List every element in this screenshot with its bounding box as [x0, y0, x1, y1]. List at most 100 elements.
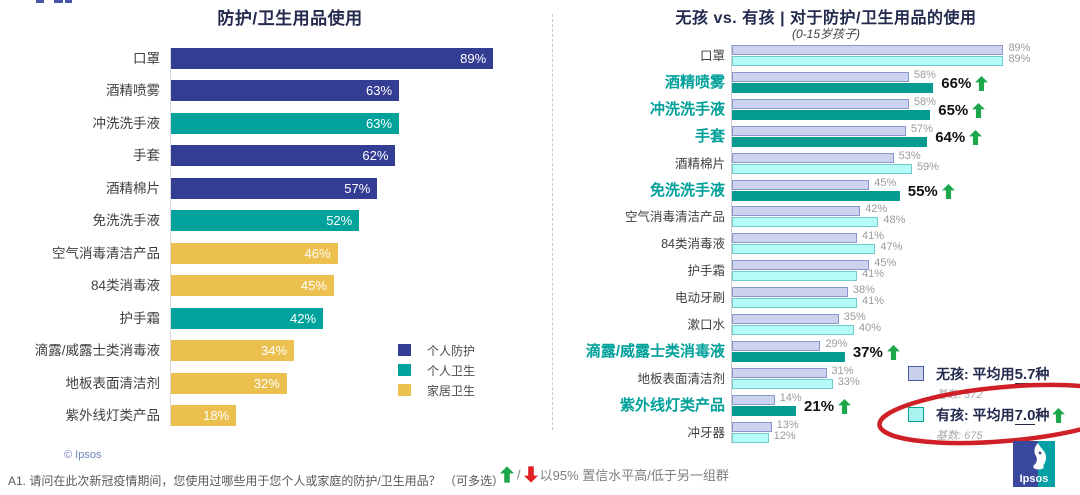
- value-text: 65%: [938, 101, 969, 119]
- bar-with-child: [732, 244, 876, 255]
- bar: 42%: [171, 307, 324, 329]
- legend-avg-value: 7.0: [1014, 407, 1036, 425]
- bar-with-child: [732, 432, 769, 443]
- value-no-child: 38%: [852, 284, 875, 297]
- bar-no-child: [732, 206, 861, 217]
- category-label: 地板表面清洁剂: [65, 375, 161, 391]
- legend-text: 种: [1035, 407, 1050, 423]
- bar-no-child: [732, 233, 858, 244]
- value-with-child: 40%: [859, 322, 882, 334]
- bar-value-label: 18%: [203, 407, 230, 423]
- bar-row-护手霜: 护手霜 45% 41%: [540, 257, 1080, 282]
- separator-text: /: [517, 467, 521, 482]
- panel-usage-by-children: 无孩 vs. 有孩 | 对于防护/卫生用品的使用 (0-15岁孩子) 口罩 89%…: [540, 0, 1080, 495]
- bar-row-免洗洗手液: 免洗洗手液 52%: [0, 210, 540, 232]
- value-no-child: 45%: [874, 176, 897, 189]
- legend-label-with-child: 有孩: 平均用 7.0 种: [936, 405, 1066, 425]
- category-label: 电动牙刷: [674, 291, 725, 306]
- panel-usage-overall: 防护/卫生用品使用 口罩 89% 酒精喷雾 63% 冲洗洗手液 63% 手套 62% 酒精棉片 5…: [0, 9, 540, 461]
- bar-row-滴露/威露士类消毒液: 滴露/威露士类消毒液 34%: [0, 340, 540, 362]
- value-with-child: 21%: [804, 398, 852, 415]
- legend-avg-value: 5.7: [1014, 366, 1036, 384]
- category-label: 漱口水: [687, 318, 725, 332]
- bar-row-冲洗洗手液: 冲洗洗手液 58% 65%: [540, 95, 1080, 121]
- value-with-child: 37%: [853, 344, 900, 361]
- copyright-ipsos: © Ipsos: [64, 449, 102, 461]
- value-with-child: 89%: [1008, 53, 1031, 65]
- legend-base-no-child: 基数: 372: [936, 389, 983, 401]
- legend-item-personal-protection: 个人防护: [398, 343, 476, 358]
- bar-value-label: 34%: [261, 343, 288, 359]
- bar-row-84类消毒液: 84类消毒液 41% 47%: [540, 230, 1080, 255]
- value-with-child: 64%: [935, 129, 983, 146]
- bar-no-child: [732, 98, 909, 109]
- legend-label: 个人防护: [427, 343, 476, 358]
- bar-with-child: [732, 56, 1004, 66]
- value-with-child: 65%: [938, 101, 986, 119]
- up-arrow-icon: [1052, 407, 1066, 423]
- bar: 32%: [171, 372, 287, 394]
- up-arrow-icon: [838, 398, 852, 414]
- category-label: 酒精棉片: [674, 156, 725, 171]
- legend-label: 个人卫生: [427, 363, 476, 378]
- legend-text: 无孩: 平均用: [936, 366, 1015, 382]
- bar-no-child: [732, 152, 894, 163]
- right-chart-title: 无孩 vs. 有孩 | 对于防护/卫生用品的使用: [675, 10, 977, 27]
- legend-text: 种: [1035, 366, 1050, 382]
- value-no-child: 58%: [913, 95, 936, 108]
- bar-row-酒精喷雾: 酒精喷雾 63%: [0, 80, 540, 102]
- bar-row-手套: 手套 57% 64%: [540, 123, 1080, 148]
- bar-value-label: 46%: [304, 245, 331, 261]
- bar-no-child: [732, 394, 775, 405]
- bar-row-地板表面清洁剂: 地板表面清洁剂 31% 33%: [540, 365, 1080, 390]
- bar: 89%: [171, 48, 494, 69]
- bar: 62%: [171, 145, 396, 167]
- bar-row-酒精棉片: 酒精棉片 57%: [0, 177, 540, 199]
- up-arrow-icon: [500, 466, 514, 483]
- value-no-child: 58%: [913, 68, 936, 81]
- panel-divider: [552, 14, 553, 430]
- category-label: 免洗洗手液: [649, 181, 725, 199]
- bar-no-child: [732, 71, 909, 82]
- bar: 46%: [171, 242, 338, 264]
- bar: 63%: [171, 80, 400, 102]
- bar-with-child: [732, 378, 833, 389]
- bar-with-child: [732, 109, 931, 120]
- legend-base-with-child: 基数: 675: [936, 430, 983, 442]
- category-label: 冲洗洗手液: [92, 115, 161, 131]
- bar-with-child: [732, 190, 900, 201]
- category-label: 地板表面清洁剂: [637, 371, 725, 386]
- left-chart-title: 防护/卫生用品使用: [217, 9, 363, 28]
- bar-row-口罩: 口罩 89% 89%: [540, 42, 1080, 67]
- bar-value-label: 45%: [300, 278, 327, 294]
- left-chart-axis-line: [170, 48, 171, 426]
- category-label: 护手霜: [687, 264, 725, 279]
- bar-row-电动牙刷: 电动牙刷 38% 41%: [540, 284, 1080, 309]
- bar-no-child: [732, 125, 906, 136]
- bar-value-label: 32%: [253, 375, 280, 391]
- value-no-child: 29%: [825, 337, 848, 350]
- category-label: 酒精喷雾: [106, 83, 160, 99]
- value-no-child: 14%: [779, 391, 802, 404]
- category-label: 手套: [133, 148, 160, 164]
- right-chart-axis-line: [731, 45, 732, 444]
- category-label: 84类消毒液: [661, 237, 725, 252]
- legend-swatch-no-child: [908, 366, 924, 381]
- bar-row-酒精棉片: 酒精棉片 53% 59%: [540, 150, 1080, 175]
- bar-no-child: [732, 179, 870, 190]
- category-label: 空气消毒清洁产品: [52, 245, 160, 261]
- category-label: 紫外线灯类产品: [65, 407, 161, 423]
- ipsos-logo: Ipsos: [1013, 441, 1055, 487]
- category-label: 免洗洗手液: [92, 213, 161, 229]
- left-chart-legend: 个人防护 个人卫生 家居卫生: [398, 344, 475, 404]
- bar-value-label: 62%: [362, 148, 389, 164]
- bar-value-label: 89%: [460, 51, 487, 66]
- bar-with-child: [732, 405, 797, 416]
- bar-with-child: [732, 271, 858, 282]
- bar-row-紫外线灯类产品: 紫外线灯类产品 14% 21%: [540, 391, 1080, 417]
- bar-row-漱口水: 漱口水 35% 40%: [540, 311, 1080, 336]
- value-with-child: 55%: [908, 183, 955, 200]
- legend-item-personal-hygiene: 个人卫生: [398, 363, 476, 378]
- value-with-child: 59%: [916, 160, 939, 173]
